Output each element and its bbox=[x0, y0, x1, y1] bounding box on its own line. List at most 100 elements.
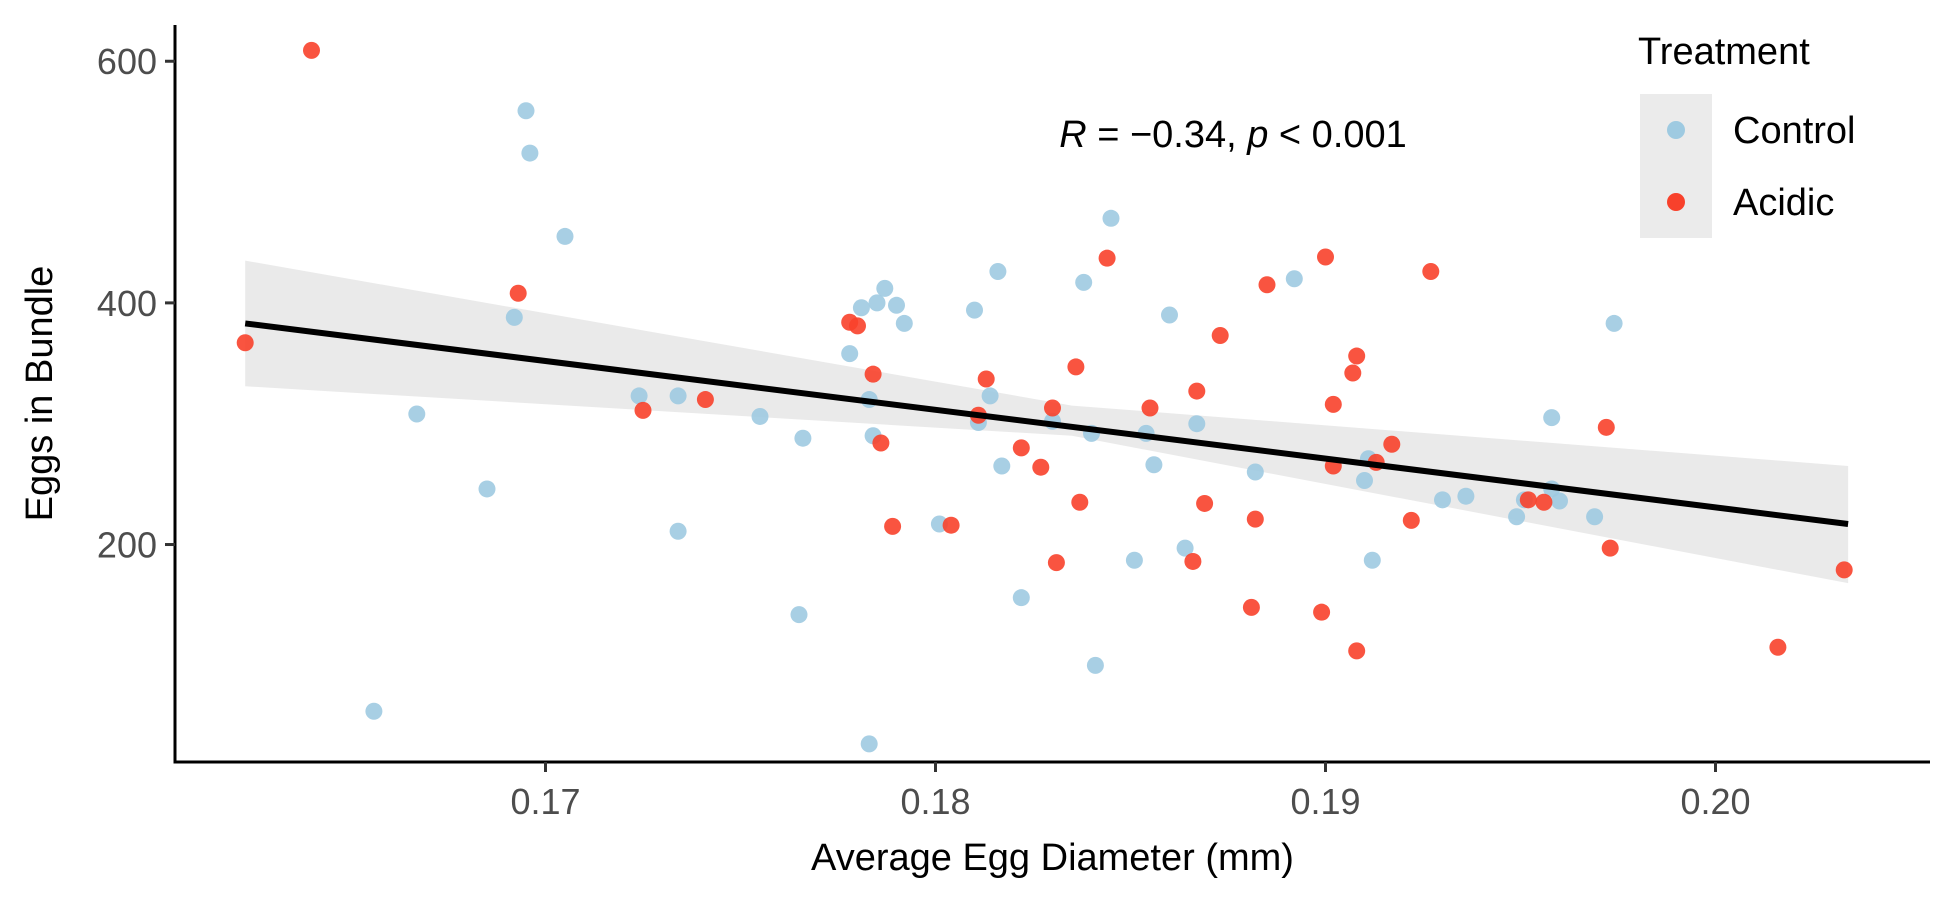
point-acidic bbox=[236, 334, 254, 352]
point-control bbox=[1457, 487, 1475, 505]
legend-key-acidic bbox=[1667, 193, 1685, 211]
point-control bbox=[790, 606, 808, 624]
point-acidic bbox=[872, 434, 890, 452]
point-acidic bbox=[1317, 248, 1334, 266]
point-acidic bbox=[1012, 439, 1030, 457]
legend-title: Treatment bbox=[1638, 31, 1810, 73]
point-acidic bbox=[1188, 382, 1206, 400]
point-control bbox=[1356, 471, 1373, 489]
point-acidic bbox=[1141, 399, 1159, 417]
legend: Treatment Control Acidic bbox=[1638, 31, 1856, 238]
point-control bbox=[1551, 492, 1568, 510]
point-control bbox=[1075, 273, 1093, 291]
point-control bbox=[517, 102, 535, 120]
y-tick-label: 400 bbox=[97, 283, 157, 324]
point-control bbox=[669, 387, 687, 405]
point-control bbox=[1586, 508, 1604, 526]
annotation-r-symbol: R bbox=[1059, 114, 1086, 156]
point-acidic bbox=[1044, 399, 1061, 417]
point-control bbox=[1161, 306, 1178, 324]
point-acidic bbox=[1601, 539, 1619, 557]
point-control bbox=[1188, 415, 1206, 433]
point-acidic bbox=[1067, 358, 1085, 376]
point-acidic bbox=[1835, 561, 1853, 579]
point-control bbox=[1434, 491, 1451, 509]
point-control bbox=[505, 308, 523, 326]
point-acidic bbox=[1348, 347, 1366, 365]
regression-line bbox=[244, 320, 1849, 527]
point-acidic bbox=[1242, 598, 1260, 616]
point-control bbox=[1246, 463, 1264, 481]
correlation-annotation: R = −0.34, p < 0.001 bbox=[1059, 114, 1407, 156]
x-axis-title: Average Egg Diameter (mm) bbox=[811, 837, 1294, 879]
point-acidic bbox=[1344, 364, 1362, 382]
point-acidic bbox=[509, 284, 527, 302]
point-control bbox=[888, 296, 905, 314]
x-tick-label: 0.18 bbox=[900, 781, 970, 822]
point-control bbox=[408, 405, 426, 423]
y-axis-title: Eggs in Bundle bbox=[19, 266, 61, 522]
point-control bbox=[669, 522, 687, 540]
point-control bbox=[751, 407, 769, 425]
point-control bbox=[895, 314, 913, 332]
point-acidic bbox=[1184, 552, 1202, 570]
point-acidic bbox=[864, 365, 882, 383]
legend-key-control bbox=[1667, 121, 1685, 139]
point-acidic bbox=[1313, 603, 1331, 621]
point-acidic bbox=[1196, 494, 1214, 512]
point-control bbox=[852, 299, 870, 317]
point-control bbox=[521, 144, 539, 162]
point-acidic bbox=[1422, 262, 1440, 280]
regression-line-layer bbox=[244, 320, 1849, 527]
point-acidic bbox=[1402, 511, 1420, 529]
point-acidic bbox=[1597, 418, 1615, 436]
point-acidic bbox=[1032, 458, 1050, 476]
annotation-r-value: = −0.34, bbox=[1087, 114, 1248, 156]
point-control bbox=[1363, 551, 1381, 569]
point-control bbox=[868, 294, 886, 312]
point-acidic bbox=[1258, 276, 1276, 294]
x-axis-ticks: 0.17 0.18 0.19 0.20 bbox=[510, 762, 1751, 822]
legend-label-control: Control bbox=[1733, 110, 1856, 152]
x-tick-label: 0.19 bbox=[1290, 781, 1360, 822]
point-acidic bbox=[1348, 642, 1366, 660]
point-acidic bbox=[1047, 554, 1065, 572]
point-control bbox=[1543, 409, 1561, 427]
point-acidic bbox=[1246, 510, 1264, 528]
point-acidic bbox=[1324, 395, 1342, 413]
point-acidic bbox=[942, 516, 960, 534]
point-acidic bbox=[884, 517, 902, 535]
point-control bbox=[876, 279, 894, 297]
point-acidic bbox=[1211, 327, 1229, 345]
point-control bbox=[989, 262, 1007, 280]
point-acidic bbox=[1098, 249, 1116, 267]
point-control bbox=[1176, 539, 1194, 557]
point-control bbox=[1125, 551, 1143, 569]
point-acidic bbox=[1383, 435, 1401, 453]
point-acidic bbox=[1071, 493, 1089, 511]
point-control bbox=[841, 345, 859, 363]
point-control bbox=[1145, 456, 1163, 474]
point-control bbox=[993, 457, 1011, 475]
legend-keys-background bbox=[1640, 94, 1712, 238]
point-acidic bbox=[1519, 491, 1537, 509]
point-acidic bbox=[696, 391, 714, 409]
point-control bbox=[981, 387, 999, 405]
point-acidic bbox=[1769, 638, 1787, 656]
point-acidic bbox=[634, 401, 652, 419]
point-control bbox=[365, 702, 383, 720]
point-control bbox=[794, 429, 812, 447]
point-control bbox=[630, 387, 648, 405]
point-acidic bbox=[303, 41, 320, 59]
point-control bbox=[966, 301, 983, 319]
annotation-p-symbol: p bbox=[1246, 114, 1268, 156]
point-control bbox=[1086, 656, 1104, 674]
annotation-p-value: < 0.001 bbox=[1268, 114, 1406, 156]
point-control bbox=[1102, 209, 1120, 227]
point-control bbox=[1012, 589, 1030, 607]
point-acidic bbox=[977, 370, 995, 388]
x-tick-label: 0.20 bbox=[1680, 781, 1750, 822]
point-control bbox=[1285, 270, 1303, 288]
y-tick-label: 200 bbox=[97, 525, 157, 566]
